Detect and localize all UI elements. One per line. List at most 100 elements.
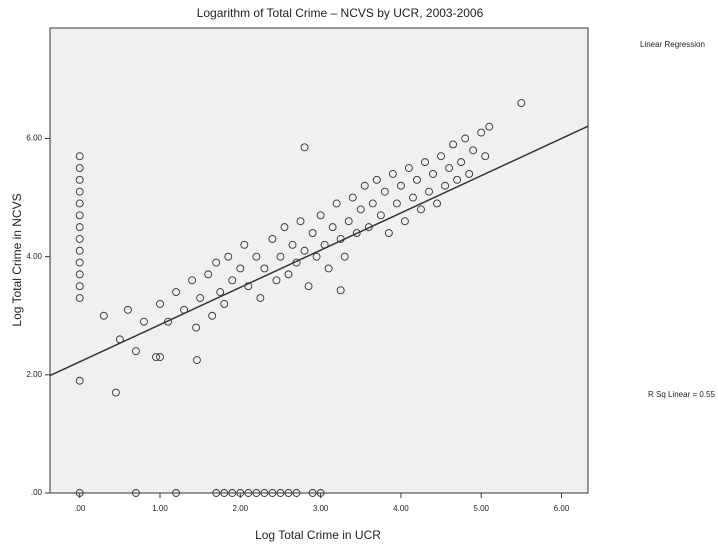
point: [75, 199, 84, 208]
point: [441, 181, 450, 190]
fit-line: [49, 125, 589, 377]
point: [380, 187, 389, 196]
x-tick-label: .00: [74, 504, 86, 513]
point: [75, 376, 84, 385]
point: [256, 294, 265, 302]
point: [244, 489, 253, 497]
point: [421, 158, 429, 167]
point: [260, 264, 269, 273]
point: [284, 270, 293, 279]
point: [425, 187, 433, 196]
point: [461, 134, 470, 143]
y-axis-label: Log Total Crime in NCVS: [10, 193, 24, 326]
point: [75, 211, 84, 220]
point: [324, 264, 333, 273]
y-tick-label: 4.00: [26, 252, 42, 261]
point: [481, 152, 490, 161]
point: [449, 140, 458, 149]
point: [445, 164, 454, 172]
legend-title: Linear Regression: [640, 40, 705, 49]
point: [477, 128, 486, 137]
point: [244, 282, 253, 291]
point: [364, 223, 373, 232]
x-tick-label: 3.00: [313, 504, 329, 513]
point: [469, 146, 478, 155]
point: [272, 276, 281, 285]
point: [99, 311, 108, 320]
point: [172, 489, 181, 497]
point: [75, 282, 84, 291]
point: [75, 294, 84, 302]
point: [156, 353, 164, 362]
point: [457, 158, 466, 167]
point: [212, 489, 221, 497]
point: [208, 311, 217, 320]
point: [336, 286, 345, 295]
point: [75, 152, 84, 161]
y-tick-label: .00: [31, 488, 43, 497]
point: [204, 270, 213, 279]
point: [192, 323, 201, 332]
plot-area: [49, 27, 589, 494]
point: [316, 489, 325, 497]
point: [413, 175, 421, 184]
point: [236, 489, 245, 497]
x-axis-label: Log Total Crime in UCR: [255, 528, 381, 542]
point: [312, 252, 321, 261]
point: [240, 240, 249, 249]
y-tick-label: 2.00: [26, 370, 42, 379]
point: [75, 223, 84, 232]
point: [216, 288, 225, 297]
x-tick-label: 4.00: [393, 504, 409, 513]
point: [152, 353, 160, 362]
point: [111, 388, 120, 397]
point: [212, 258, 221, 267]
fit-label: R Sq Linear = 0.55: [648, 390, 715, 399]
point: [75, 270, 84, 279]
point: [280, 223, 289, 232]
point: [260, 489, 269, 497]
x-tick-label: 6.00: [554, 504, 570, 513]
point: [485, 122, 494, 131]
point: [164, 317, 172, 326]
point: [465, 169, 474, 178]
point: [228, 276, 237, 285]
point: [396, 181, 405, 190]
point: [429, 169, 437, 178]
point: [332, 199, 341, 208]
point: [376, 211, 385, 220]
point: [236, 264, 245, 273]
point: [268, 489, 277, 497]
point: [300, 246, 309, 255]
point: [139, 317, 148, 326]
point: [352, 229, 361, 237]
point: [340, 252, 349, 261]
point: [404, 164, 413, 172]
point: [172, 288, 181, 297]
chart-title: Logarithm of Total Crime – NCVS by UCR, …: [197, 6, 484, 20]
point: [268, 234, 277, 243]
point: [517, 99, 526, 107]
point: [433, 199, 441, 208]
point: [220, 299, 229, 308]
y-tick-label: 6.00: [26, 134, 42, 143]
point: [372, 175, 381, 184]
point: [292, 489, 301, 497]
point: [300, 143, 309, 152]
point: [356, 205, 365, 214]
point: [308, 229, 317, 237]
point: [348, 193, 357, 202]
point: [75, 489, 84, 497]
point: [304, 282, 313, 291]
point: [156, 299, 164, 308]
point: [284, 489, 293, 497]
point: [252, 252, 261, 261]
point: [75, 187, 84, 196]
point: [75, 175, 84, 184]
point: [408, 193, 417, 202]
point: [224, 252, 233, 261]
point: [417, 205, 425, 214]
x-tick-label: 1.00: [152, 504, 168, 513]
point: [384, 229, 393, 237]
